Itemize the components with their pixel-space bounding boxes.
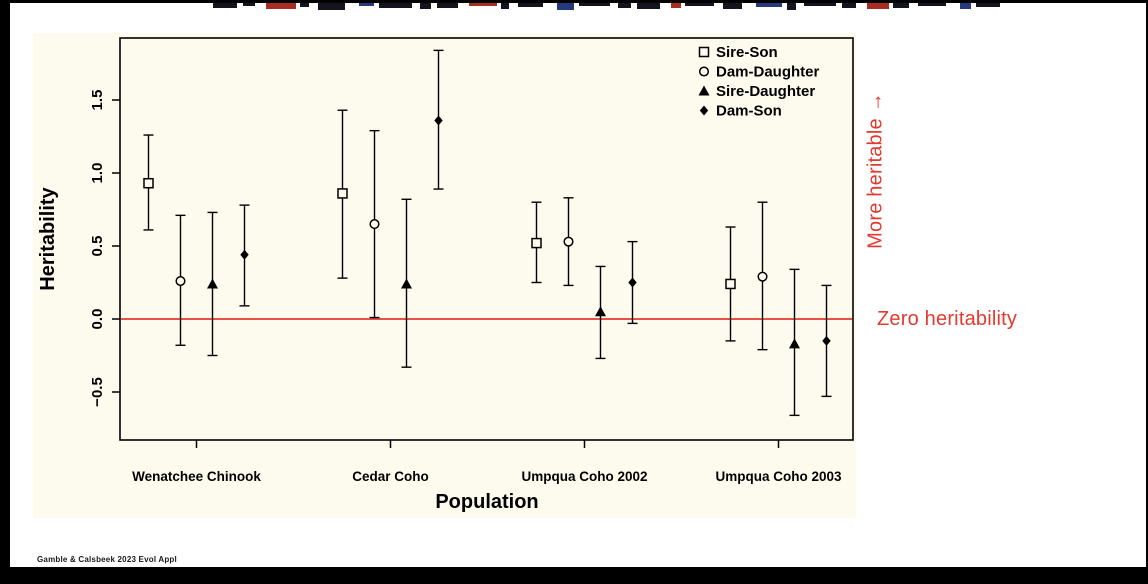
filled-diamond-marker — [822, 335, 831, 346]
y-axis-title: Heritability — [37, 186, 59, 290]
data-point-group — [207, 211, 218, 357]
cropped-title-fragment — [960, 3, 971, 9]
y-tick-label: 0.5 — [89, 236, 106, 257]
data-point-group — [401, 198, 412, 368]
filled-triangle-marker — [207, 278, 218, 289]
data-point-group — [595, 265, 606, 360]
filled-diamond-marker — [240, 249, 249, 260]
filled-diamond-marker — [699, 105, 709, 116]
legend-label: Sire-Son — [716, 44, 778, 61]
cropped-title-fragment — [420, 3, 431, 9]
data-point-group — [175, 214, 186, 346]
x-category-label: Umpqua Coho 2002 — [521, 469, 647, 484]
filled-triangle-marker — [401, 278, 412, 289]
figure-background — [33, 33, 856, 518]
cropped-title-fragment — [518, 3, 543, 7]
open-square-marker — [337, 188, 348, 199]
cropped-title-fragment — [318, 3, 345, 10]
x-category-label: Wenatchee Chinook — [132, 469, 261, 484]
zero-heritability-annotation: Zero heritability — [877, 308, 1018, 330]
cropped-title-fragment — [437, 3, 458, 8]
cropped-title-fragment — [723, 3, 742, 9]
y-tick-label: −0.5 — [89, 377, 106, 407]
open-square-marker — [531, 237, 542, 249]
data-point-group — [531, 201, 542, 284]
cropped-title-fragment — [867, 3, 889, 9]
cropped-title-fragment — [266, 3, 296, 9]
cropped-title-fragment — [637, 3, 660, 9]
cropped-title-fragment — [579, 3, 610, 6]
left-border — [0, 0, 10, 584]
top-border — [0, 0, 1148, 3]
data-point-group — [627, 240, 638, 325]
filled-triangle-marker — [789, 338, 800, 349]
figure-panel — [33, 33, 856, 518]
cropped-title-fragment — [842, 3, 856, 8]
filled-diamond-marker — [628, 277, 637, 288]
legend-item: Sire-Daughter — [698, 83, 815, 100]
cropped-title-fragment — [976, 3, 1000, 7]
open-circle-marker — [563, 236, 574, 247]
cropped-title-fragment — [213, 3, 237, 8]
right-border — [1146, 0, 1148, 584]
cropped-title-fragment — [756, 3, 782, 7]
legend-item: Sire-Son — [698, 44, 778, 61]
cropped-title-fragment — [557, 3, 574, 10]
cropped-title-fragment — [685, 3, 714, 6]
cropped-title-fragment — [893, 3, 909, 8]
cropped-title-fragment — [787, 3, 796, 10]
open-circle-marker — [175, 275, 186, 287]
cropped-title-fragment — [300, 3, 309, 7]
open-square-marker — [725, 278, 736, 290]
filled-triangle-marker — [698, 85, 710, 96]
more-heritable-annotation: More heritable → — [864, 92, 887, 249]
cropped-title-fragment — [469, 3, 497, 6]
data-point-group — [821, 284, 832, 398]
plot-box — [119, 37, 854, 441]
cropped-title-fragment — [243, 3, 255, 6]
legend-item: Dam-Son — [699, 103, 782, 120]
filled-triangle-marker — [595, 306, 606, 317]
cropped-title-fragment — [501, 3, 509, 9]
data-point-group — [433, 49, 444, 190]
open-circle-marker — [698, 66, 710, 77]
data-point-group — [239, 204, 250, 307]
data-point-group — [725, 226, 736, 342]
y-tick-label: 1.0 — [89, 163, 106, 184]
figure-marks: 1.5 1.0 0.5 0.0 −0.5 Wenatchee Chinook Cedar C… — [89, 37, 854, 484]
cropped-title-fragment — [804, 3, 836, 6]
cropped-title-fragment — [618, 3, 631, 8]
filled-diamond-marker — [434, 115, 443, 126]
open-circle-marker — [369, 219, 380, 230]
y-tick-label: 0.0 — [89, 309, 106, 330]
open-circle-marker — [757, 271, 768, 282]
x-category-label: Cedar Coho — [352, 469, 429, 484]
data-point-group — [143, 134, 154, 231]
citation: Gamble & Calsbeek 2023 Evol Appl — [37, 555, 177, 564]
legend: Sire-Son Dam-Daughter Sire-Daughter Dam-Son — [698, 44, 820, 120]
legend-label: Dam-Daughter — [716, 64, 820, 81]
x-axis-title: Population — [435, 491, 538, 513]
x-category-label: Umpqua Coho 2003 — [715, 469, 842, 484]
data-point-group — [369, 129, 380, 319]
open-square-marker — [143, 177, 154, 189]
data-point-group — [337, 109, 348, 279]
data-point-group — [563, 197, 574, 287]
data-point-group — [757, 201, 768, 351]
cropped-title-fragment — [918, 3, 946, 6]
cropped-slide-title — [0, 3, 1148, 12]
legend-label: Dam-Son — [716, 103, 782, 120]
cropped-title-fragment — [379, 3, 412, 8]
legend-item: Dam-Daughter — [698, 64, 820, 81]
cropped-title-fragment — [359, 3, 374, 6]
y-tick-label: 1.5 — [89, 90, 106, 111]
data-point-group — [789, 268, 800, 417]
cropped-title-fragment — [671, 3, 681, 8]
open-square-marker — [698, 46, 710, 58]
legend-label: Sire-Daughter — [716, 83, 815, 100]
bottom-border — [0, 567, 1148, 584]
